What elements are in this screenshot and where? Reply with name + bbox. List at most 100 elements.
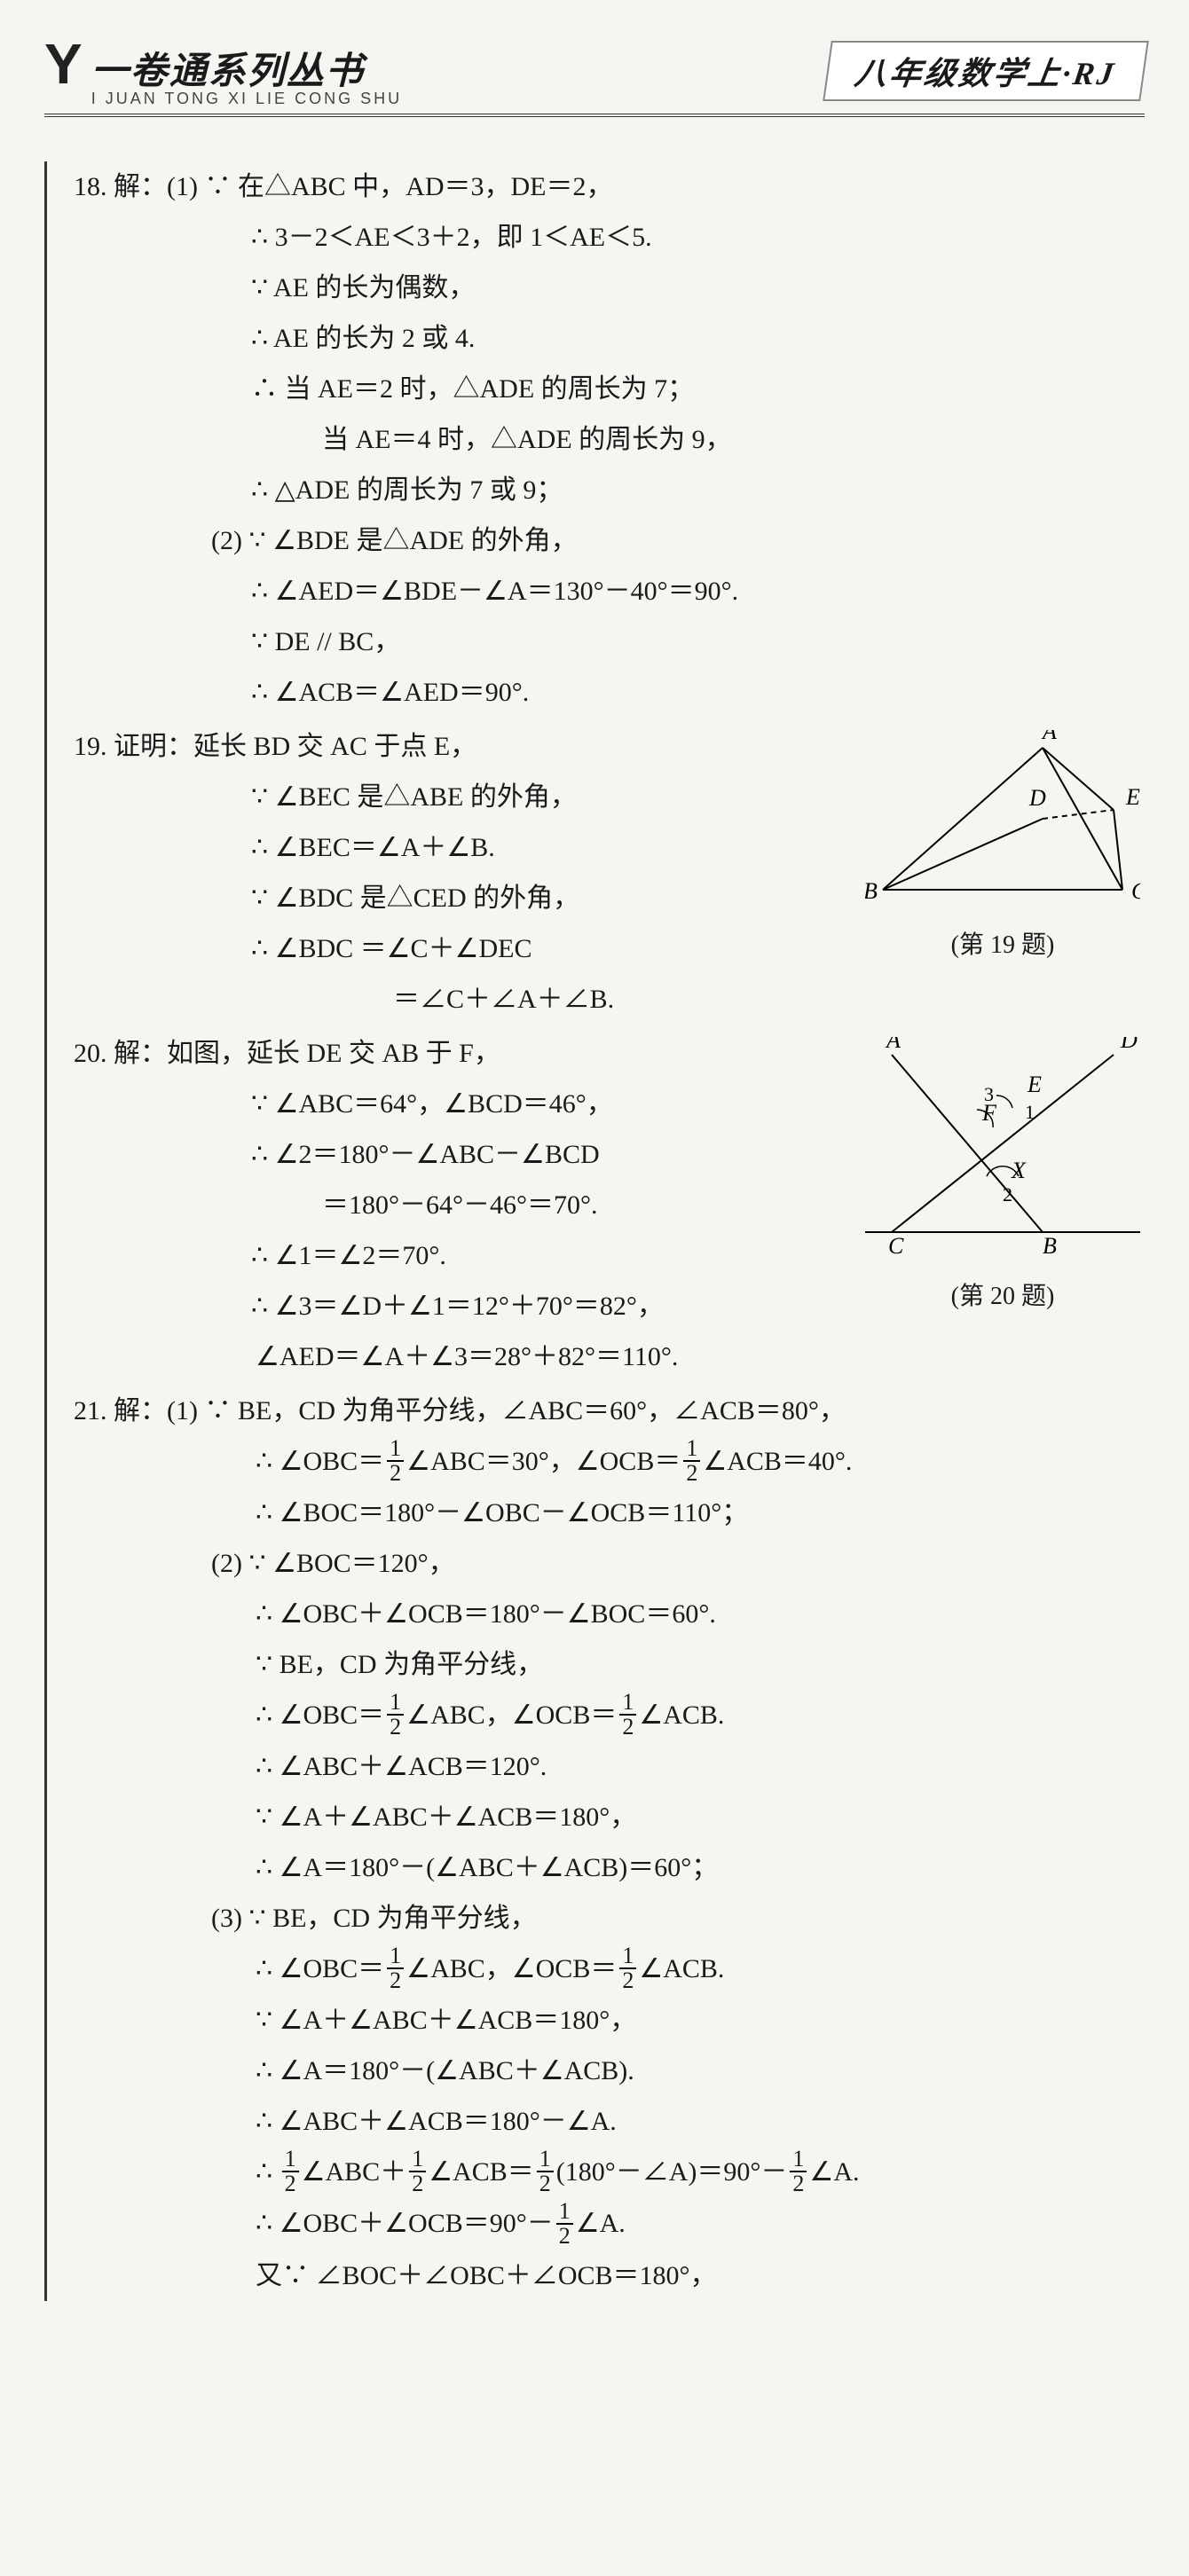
solution-line: ∴ ∠OBC＝12∠ABC，∠OCB＝12∠ACB. xyxy=(74,1690,1145,1741)
svg-text:2: 2 xyxy=(1003,1183,1012,1206)
solution-line: ∴ ∠OBC＝12∠ABC＝30°，∠OCB＝12∠ACB＝40°. xyxy=(74,1436,1145,1488)
line-text: (2) ∵ ∠BOC＝120°， xyxy=(211,1549,455,1578)
svg-text:A: A xyxy=(1041,730,1057,744)
solution-line: (3) ∵ BE，CD 为角平分线， xyxy=(74,1893,1145,1944)
line-text: ∴ △ADE 的周长为 7 或 9； xyxy=(251,475,563,505)
svg-text:C: C xyxy=(1131,878,1140,904)
grade-badge: 八年级数学上·RJ xyxy=(823,41,1149,101)
series-title-cn: 一卷通系列丛书 xyxy=(91,53,402,90)
problem-21: 21. 解：(1) ∵ BE，CD 为角平分线，∠ABC＝60°，∠ACB＝80… xyxy=(74,1386,1145,2301)
series-logo-letter: Y xyxy=(44,35,83,92)
solution-line: ∴ 12∠ABC＋12∠ACB＝12(180°－∠A)＝90°－12∠A. xyxy=(74,2147,1145,2198)
line-text: ＝∠C＋∠A＋∠B. xyxy=(393,985,614,1014)
problem-19: ABCDE(第 19 题)19. 证明：延长 BD 交 AC 于点 E，∵ ∠B… xyxy=(74,721,1145,1025)
solution-line: ∵ AE 的长为偶数， xyxy=(74,263,1145,313)
svg-text:B: B xyxy=(1043,1233,1057,1259)
problem-number: 19. xyxy=(74,732,114,761)
line-text: 又∵ ∠BOC＋∠OBC＋∠OCB＝180°， xyxy=(256,2261,717,2290)
solution-line: ∴ ∠A＝180°－(∠ABC＋∠ACB)＝60°； xyxy=(74,1842,1145,1893)
series-title-pinyin: I JUAN TONG XI LIE CONG SHU xyxy=(91,90,402,106)
solution-line: (2) ∵ ∠BOC＝120°， xyxy=(74,1538,1145,1589)
line-text: ∵ ∠BDC 是△CED 的外角， xyxy=(251,884,579,913)
svg-text:1: 1 xyxy=(1025,1101,1035,1123)
series-title-block: 一卷通系列丛书 I JUAN TONG XI LIE CONG SHU xyxy=(91,53,402,106)
problem-number: 21. xyxy=(74,1396,114,1425)
svg-text:D: D xyxy=(1120,1037,1138,1053)
line-text: ∴ ∠OBC＝12∠ABC，∠OCB＝12∠ACB. xyxy=(256,1954,724,1983)
line-text: ∵ BE，CD 为角平分线， xyxy=(256,1650,543,1679)
solution-line: ∴ ∠A＝180°－(∠ABC＋∠ACB). xyxy=(74,2046,1145,2096)
page-header: Y 一卷通系列丛书 I JUAN TONG XI LIE CONG SHU 八年… xyxy=(44,35,1145,117)
line-text: ∵ ∠BEC 是△ABE 的外角， xyxy=(251,782,577,812)
line-text: ∴ ∠2＝180°－∠ABC－∠BCD xyxy=(251,1140,600,1169)
figure-fig20: ADCBEFX123(第 20 题) xyxy=(861,1037,1145,1320)
solution-line: ∵ DE // BC， xyxy=(74,617,1145,667)
problem-18: 18. 解：(1) ∵ 在△ABC 中，AD＝3，DE＝2， ∴ 3－2＜AE＜3… xyxy=(74,161,1145,718)
line-text: ∴ ∠OBC＋∠OCB＝180°－∠BOC＝60°. xyxy=(256,1599,716,1629)
line-text: 如图，延长 DE 交 AB 于 F， xyxy=(167,1039,500,1068)
line-text: ＝180°－64°－46°＝70°. xyxy=(322,1190,598,1220)
line-text: ∴ 当 AE＝2 时，△ADE 的周长为 7； xyxy=(251,374,694,404)
figure-caption: (第 19 题) xyxy=(861,922,1145,969)
solution-line: ∴ ∠BOC＝180°－∠OBC－∠OCB＝110°； xyxy=(74,1488,1145,1538)
solution-line: ＝∠C＋∠A＋∠B. xyxy=(74,974,1145,1025)
line-text: ∴ ∠OBC＝12∠ABC，∠OCB＝12∠ACB. xyxy=(256,1700,724,1730)
line-text: ∴ ∠A＝180°－(∠ABC＋∠ACB)＝60°； xyxy=(256,1853,718,1882)
line-text: ∵ ∠A＋∠ABC＋∠ACB＝180°， xyxy=(256,2006,636,2035)
svg-text:A: A xyxy=(885,1037,901,1053)
problem-label: 解： xyxy=(114,1039,167,1068)
line-text: (2) ∵ ∠BDE 是△ADE 的外角， xyxy=(211,526,578,555)
solution-line: ∴ ∠OBC＋∠OCB＝180°－∠BOC＝60°. xyxy=(74,1589,1145,1639)
line-text: ∴ 3－2＜AE＜3＋2，即 1＜AE＜5. xyxy=(251,223,652,252)
line-text: ∴ ∠ABC＋∠ACB＝120°. xyxy=(256,1752,547,1781)
solution-line: ∴ ∠ABC＋∠ACB＝120°. xyxy=(74,1741,1145,1792)
solution-line: 当 AE＝4 时，△ADE 的周长为 9， xyxy=(74,414,1145,465)
header-right: 八年级数学上·RJ xyxy=(827,41,1145,101)
line-text: (1) ∵ 在△ABC 中，AD＝3，DE＝2， xyxy=(167,172,613,201)
problem-label: 解： xyxy=(114,172,167,201)
line-text: ∴ ∠A＝180°－(∠ABC＋∠ACB). xyxy=(256,2056,634,2085)
figure-caption: (第 20 题) xyxy=(861,1273,1145,1320)
line-text: ∴ ∠BOC＝180°－∠OBC－∠OCB＝110°； xyxy=(256,1498,748,1528)
solution-line: ∴ AE 的长为 2 或 4. xyxy=(74,313,1145,364)
line-text: ∴ 12∠ABC＋12∠ACB＝12(180°－∠A)＝90°－12∠A. xyxy=(256,2157,859,2187)
line-text: ∴ AE 的长为 2 或 4. xyxy=(251,324,475,353)
problem-number: 18. xyxy=(74,172,114,201)
svg-text:C: C xyxy=(888,1233,904,1259)
solution-line: 又∵ ∠BOC＋∠OBC＋∠OCB＝180°， xyxy=(74,2250,1145,2301)
figure-svg: ADCBEFX123 xyxy=(865,1037,1140,1268)
problem-label: 证明： xyxy=(114,732,193,761)
figure-fig19: ABCDE(第 19 题) xyxy=(861,730,1145,969)
line-text: ∴ ∠BEC＝∠A＋∠B. xyxy=(251,833,495,862)
line-text: (1) ∵ BE，CD 为角平分线，∠ABC＝60°，∠ACB＝80°， xyxy=(167,1396,846,1425)
solution-line: ∠AED＝∠A＋∠3＝28°＋82°＝110°. xyxy=(74,1331,1145,1382)
solutions-content: 18. 解：(1) ∵ 在△ABC 中，AD＝3，DE＝2，∴ 3－2＜AE＜3… xyxy=(44,161,1145,2301)
solution-line: ∴ △ADE 的周长为 7 或 9； xyxy=(74,465,1145,515)
svg-text:B: B xyxy=(865,878,878,904)
header-left: Y 一卷通系列丛书 I JUAN TONG XI LIE CONG SHU xyxy=(44,35,402,106)
svg-text:X: X xyxy=(1011,1158,1027,1183)
solution-line: 21. 解：(1) ∵ BE，CD 为角平分线，∠ABC＝60°，∠ACB＝80… xyxy=(74,1386,1145,1436)
solution-line: ∴ ∠AED＝∠BDE－∠A＝130°－40°＝90°. xyxy=(74,566,1145,617)
solution-line: ∴ ∠OBC＋∠OCB＝90°－12∠A. xyxy=(74,2198,1145,2250)
line-text: ∴ ∠OBC＋∠OCB＝90°－12∠A. xyxy=(256,2209,626,2238)
line-text: ∵ AE 的长为偶数， xyxy=(251,273,475,302)
line-text: ∵ ∠A＋∠ABC＋∠ACB＝180°， xyxy=(256,1802,636,1832)
svg-text:E: E xyxy=(1027,1072,1042,1097)
page: Y 一卷通系列丛书 I JUAN TONG XI LIE CONG SHU 八年… xyxy=(0,0,1189,2576)
solution-line: ∵ ∠A＋∠ABC＋∠ACB＝180°， xyxy=(74,1995,1145,2046)
solution-line: 18. 解：(1) ∵ 在△ABC 中，AD＝3，DE＝2， xyxy=(74,161,1145,212)
problem-number: 20. xyxy=(74,1039,114,1068)
line-text: ∵ DE // BC， xyxy=(251,627,400,656)
figure-svg: ABCDE xyxy=(865,730,1140,916)
line-text: 当 AE＝4 时，△ADE 的周长为 9， xyxy=(322,425,732,454)
line-text: ∴ ∠OBC＝12∠ABC＝30°，∠OCB＝12∠ACB＝40°. xyxy=(256,1447,852,1476)
line-text: ∴ ∠3＝∠D＋∠1＝12°＋70°＝82°， xyxy=(251,1292,664,1321)
solution-line: ∴ ∠ABC＋∠ACB＝180°－∠A. xyxy=(74,2096,1145,2147)
line-text: ∵ ∠ABC＝64°，∠BCD＝46°， xyxy=(251,1089,613,1119)
line-text: 延长 BD 交 AC 于点 E， xyxy=(193,732,476,761)
solution-line: ∵ ∠A＋∠ABC＋∠ACB＝180°， xyxy=(74,1792,1145,1842)
solution-line: ∴ ∠ACB＝∠AED＝90°. xyxy=(74,667,1145,718)
problem-label: 解： xyxy=(114,1396,167,1425)
solution-line: ∴ ∠OBC＝12∠ABC，∠OCB＝12∠ACB. xyxy=(74,1944,1145,1995)
